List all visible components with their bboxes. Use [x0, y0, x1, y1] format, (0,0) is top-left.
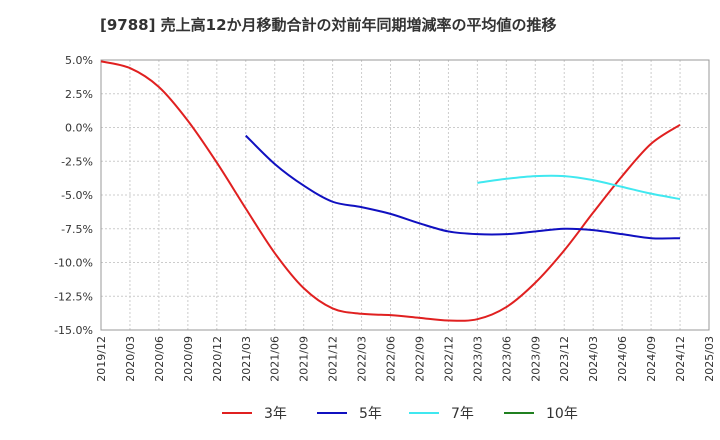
x-tick-label: 2023/06 — [500, 336, 513, 382]
y-tick-label: -5.0% — [61, 189, 93, 202]
x-tick-label: 2024/12 — [674, 336, 687, 382]
x-tick-label: 2023/03 — [471, 336, 484, 382]
series-line-1 — [100, 60, 681, 322]
plot-frame — [100, 59, 710, 331]
x-tick-label: 2021/12 — [327, 336, 340, 382]
y-tick-label: -7.5% — [61, 223, 93, 236]
legend-label: 5年 — [359, 406, 382, 422]
y-tick-label: 0.0% — [65, 122, 93, 135]
grid — [100, 59, 710, 331]
x-tick-label: 2020/06 — [153, 336, 166, 382]
y-tick-label: -10.0% — [54, 257, 93, 270]
x-tick-label: 2023/09 — [529, 336, 542, 382]
x-tick-label: 2020/03 — [124, 336, 137, 382]
x-tick-label: 2020/09 — [182, 336, 195, 382]
x-tick-label: 2021/06 — [269, 336, 282, 382]
x-tick-label: 2024/03 — [587, 336, 600, 382]
x-tick-label: 2020/12 — [211, 336, 224, 382]
x-tick-label: 2019/12 — [95, 336, 108, 382]
y-tick-label: -15.0% — [54, 324, 93, 337]
x-tick-label: 2023/12 — [558, 336, 571, 382]
x-tick-label: 2021/09 — [298, 336, 311, 382]
legend-label: 3年 — [264, 406, 287, 422]
x-tick-label: 2025/03 — [703, 336, 716, 382]
chart-title: [9788] 売上高12か月移動合計の対前年同期増減率の平均値の推移 — [100, 16, 557, 34]
x-tick-label: 2022/03 — [356, 336, 369, 382]
series-lines — [100, 60, 681, 322]
series-line-3 — [477, 174, 681, 201]
x-tick-label: 2022/06 — [385, 336, 398, 382]
x-axis: 2019/12 2020/03 2020/06 2020/09 2020/12 2021/… — [95, 336, 716, 382]
y-tick-label: 2.5% — [65, 88, 93, 101]
series-line-2 — [245, 134, 681, 240]
y-axis: 5.0% 2.5% 0.0% -2.5% -5.0% -7.5% -10.0% -12.5% -… — [54, 54, 93, 337]
x-tick-label: 2021/03 — [240, 336, 253, 382]
y-tick-label: -2.5% — [61, 155, 93, 168]
legend: 3年 5年 7年 10年 — [222, 406, 578, 422]
x-tick-label: 2022/09 — [413, 336, 426, 382]
x-tick-label: 2024/09 — [645, 336, 658, 382]
legend-label: 7年 — [451, 406, 474, 422]
legend-label: 10年 — [546, 406, 578, 422]
plot-border — [100, 59, 710, 331]
y-tick-label: 5.0% — [65, 54, 93, 67]
x-tick-label: 2024/06 — [616, 336, 629, 382]
x-tick-label: 2022/12 — [442, 336, 455, 382]
y-tick-label: -12.5% — [54, 290, 93, 303]
